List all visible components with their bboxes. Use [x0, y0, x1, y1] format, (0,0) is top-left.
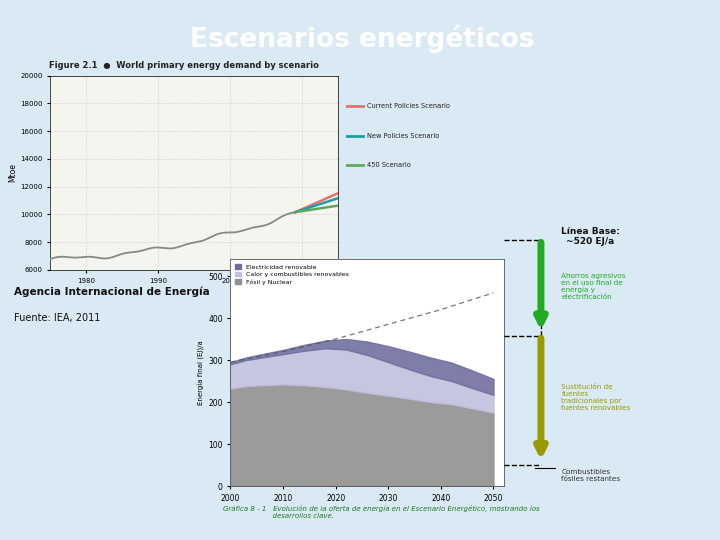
Text: Escenarios energéticos: Escenarios energéticos: [189, 25, 534, 53]
Text: Figure 2.1  ●  World primary energy demand by scenario: Figure 2.1 ● World primary energy demand…: [49, 61, 319, 70]
Y-axis label: Energía final (EJ)/a: Energía final (EJ)/a: [198, 340, 205, 405]
Text: Gráfica 8 - 1   Evolución de la oferta de energía en el Escenario Energético, mo: Gráfica 8 - 1 Evolución de la oferta de …: [223, 505, 540, 519]
Text: Agencia Internacional de Energía: Agencia Internacional de Energía: [14, 286, 210, 296]
Text: Ahorros agresivos
en el uso final de
energía y
electrificación: Ahorros agresivos en el uso final de ene…: [562, 273, 626, 300]
Legend: Electricidad renovable, Calor y combustibles renovables, Fósil y Nuclear: Electricidad renovable, Calor y combusti…: [233, 262, 351, 287]
Text: Fuente: IEA, 2011: Fuente: IEA, 2011: [14, 313, 101, 323]
Text: Current Policies Scenario: Current Policies Scenario: [367, 103, 450, 110]
Text: 450 Scenario: 450 Scenario: [367, 161, 411, 168]
Text: Combustibles
fósiles restantes: Combustibles fósiles restantes: [562, 469, 621, 482]
Text: Línea Base:
~520 EJ/a: Línea Base: ~520 EJ/a: [561, 227, 620, 246]
Y-axis label: Mtoe: Mtoe: [9, 163, 17, 183]
Text: New Policies Scenario: New Policies Scenario: [367, 132, 440, 139]
Text: Sustitución de
fuentes
tradicionales por
fuentes renovables: Sustitución de fuentes tradicionales por…: [562, 384, 631, 411]
